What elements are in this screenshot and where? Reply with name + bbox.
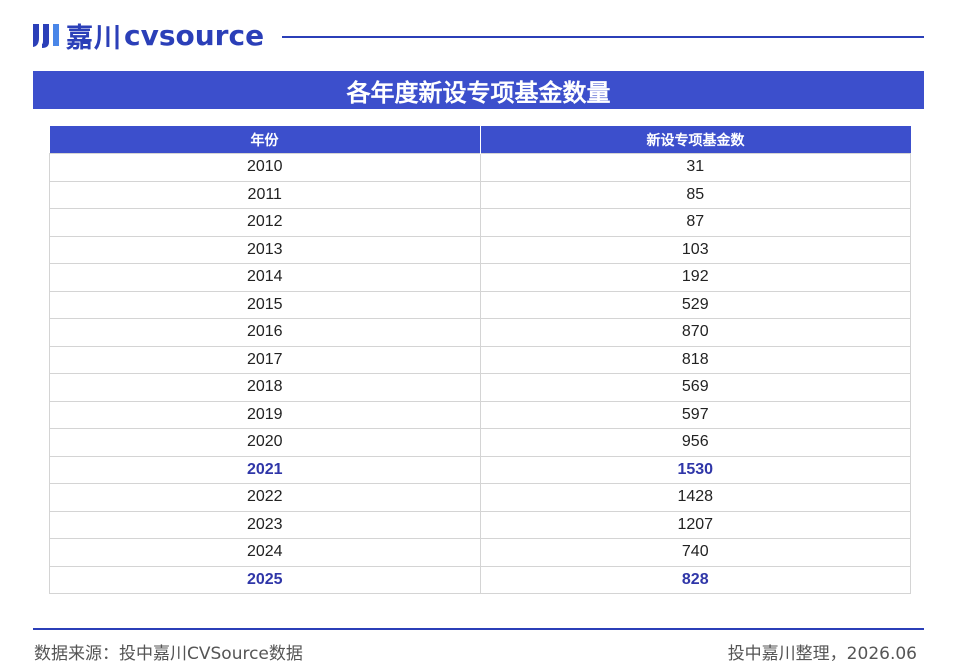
year-cell: 2025	[49, 565, 481, 594]
table-row: 2023 1207	[49, 510, 911, 539]
year-cell: 2019	[49, 400, 481, 429]
fund-count-cell: 870	[479, 318, 911, 347]
table-header-row: 年份 新设专项基金数	[49, 126, 911, 154]
fund-count-cell: 1428	[479, 483, 911, 512]
fund-count-cell: 1207	[479, 510, 911, 539]
table-row: 2022 1428	[49, 483, 911, 512]
table-row: 2018 569	[49, 373, 911, 402]
data-source-note: 数据来源：投中嘉川CVSource数据	[34, 644, 303, 664]
fund-count-cell: 597	[479, 400, 911, 429]
year-cell: 2017	[49, 345, 481, 374]
footer-divider	[33, 628, 924, 630]
table-row: 2012 87	[49, 208, 911, 237]
table-row: 2010 31	[49, 153, 911, 182]
table-row: 2011 85	[49, 180, 911, 209]
table-row: 2014 192	[49, 263, 911, 292]
year-cell: 2023	[49, 510, 481, 539]
fund-count-cell: 85	[479, 180, 911, 209]
header-divider	[282, 36, 924, 38]
year-cell: 2020	[49, 428, 481, 457]
logo-english-text: cvsource	[124, 18, 265, 52]
logo-chinese-text: 嘉川	[66, 22, 122, 54]
table-row: 2015 529	[49, 290, 911, 319]
fund-count-cell: 87	[479, 208, 911, 237]
year-cell: 2016	[49, 318, 481, 347]
column-header-count: 新设专项基金数	[479, 126, 911, 154]
year-cell: 2022	[49, 483, 481, 512]
year-cell: 2011	[49, 180, 481, 209]
page-title: 各年度新设专项基金数量	[33, 71, 924, 109]
fund-count-table: 年份 新设专项基金数 2010 31 2011 85 2012 87 2013 103 2014…	[49, 126, 911, 594]
year-cell: 2021	[49, 455, 481, 484]
table-row: 2020 956	[49, 428, 911, 457]
fund-count-cell: 569	[479, 373, 911, 402]
table-row: 2016 870	[49, 318, 911, 347]
fund-count-cell: 529	[479, 290, 911, 319]
fund-count-cell: 31	[479, 153, 911, 182]
table-row: 2024 740	[49, 538, 911, 567]
year-cell: 2010	[49, 153, 481, 182]
fund-count-cell: 192	[479, 263, 911, 292]
column-header-year: 年份	[49, 126, 480, 154]
year-cell: 2018	[49, 373, 481, 402]
table-row: 2013 103	[49, 235, 911, 264]
year-cell: 2024	[49, 538, 481, 567]
fund-count-cell: 1530	[479, 455, 911, 484]
fund-count-cell: 740	[479, 538, 911, 567]
brand-logo: 嘉川 cvsource	[30, 18, 265, 54]
year-cell: 2012	[49, 208, 481, 237]
table-row: 2025 828	[49, 565, 911, 594]
table-row: 2021 1530	[49, 455, 911, 484]
table-body: 2010 31 2011 85 2012 87 2013 103 2014 192 2015 529 2…	[49, 153, 911, 594]
fund-count-cell: 818	[479, 345, 911, 374]
logo-mark-icon	[33, 24, 59, 48]
year-cell: 2013	[49, 235, 481, 264]
year-cell: 2015	[49, 290, 481, 319]
fund-count-cell: 956	[479, 428, 911, 457]
compiled-by-note: 投中嘉川整理，2026.06	[727, 644, 917, 664]
year-cell: 2014	[49, 263, 481, 292]
table-row: 2017 818	[49, 345, 911, 374]
fund-count-cell: 828	[479, 565, 911, 594]
fund-count-cell: 103	[479, 235, 911, 264]
table-row: 2019 597	[49, 400, 911, 429]
